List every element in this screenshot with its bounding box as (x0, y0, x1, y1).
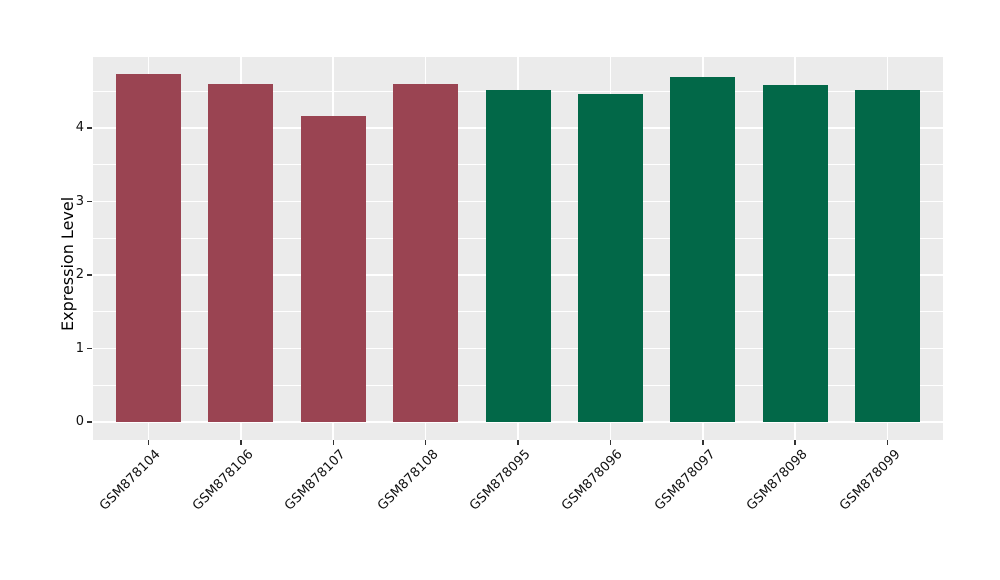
x-tick-mark (240, 440, 242, 445)
bar-GSM878108 (393, 83, 459, 422)
y-tick-label: 3 (75, 193, 84, 209)
y-axis-title: Expression Level (58, 196, 77, 331)
y-tick-label: 4 (75, 120, 84, 135)
y-tick-mark (87, 421, 92, 423)
y-tick-mark (87, 200, 92, 203)
plot-area (93, 57, 943, 440)
bar-GSM878096 (577, 93, 643, 422)
bar-GSM878106 (208, 83, 274, 422)
y-tick-mark (87, 127, 92, 129)
bar-GSM878099 (855, 89, 921, 422)
x-tick-mark (517, 440, 519, 445)
x-tick-mark (147, 440, 150, 445)
bar-GSM878097 (670, 76, 736, 422)
x-tick-mark (794, 440, 796, 445)
x-tick-mark (886, 440, 889, 445)
y-tick-mark (87, 347, 92, 350)
bar-GSM878095 (485, 89, 551, 422)
y-tick-label: 2 (75, 267, 84, 282)
x-tick-mark (609, 440, 612, 445)
y-tick-mark (87, 274, 92, 276)
x-tick-label-GSM878099: GSM878099 (836, 447, 904, 514)
x-tick-mark (424, 440, 427, 445)
y-tick-label: 0 (75, 414, 84, 429)
bar-GSM878107 (300, 116, 366, 422)
x-tick-mark (702, 440, 704, 445)
x-tick-mark (332, 440, 334, 445)
bar-GSM878098 (762, 84, 828, 422)
y-tick-label: 1 (75, 340, 84, 356)
bar-GSM878104 (115, 74, 181, 422)
